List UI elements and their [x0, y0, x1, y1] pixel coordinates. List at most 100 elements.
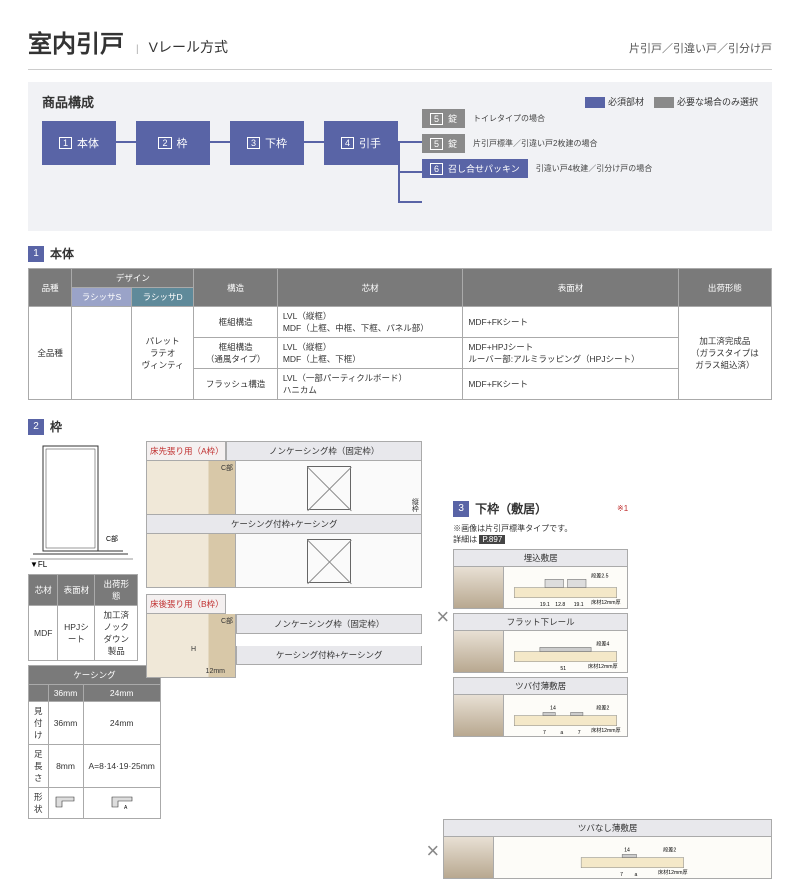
branch-note-2: 片引戸標準／引違い戸2枚建の場合 [473, 138, 597, 149]
rail-photo-3 [454, 695, 504, 736]
th-design: デザイン [72, 269, 194, 288]
frame-cross-a1: 縦枠 [236, 461, 422, 515]
svg-text:7: 7 [543, 730, 546, 736]
page-subtitle: Vレール方式 [149, 37, 228, 57]
composition-panel: 商品構成 必須部材 必要な場合のみ選択 1本体 2枠 3下枠 4引手 5錠トイレ… [28, 82, 772, 231]
frame-panel-grid: 床先張り用（A枠） ノンケーシング枠（固定枠） C部 縦枠 ケーシング付枠+ケー… [146, 441, 422, 823]
rail-note: ※画像は片引戸標準タイプです。詳細は P.897 [453, 523, 628, 545]
flow-branch-2: 5錠 [422, 134, 465, 153]
rail-diagram-2: 段差4 51 床材12mm厚 [504, 631, 627, 672]
page-title: 室内引戸 [28, 24, 124, 59]
svg-text:床材12mm厚: 床材12mm厚 [591, 727, 621, 734]
multiply-icon-2: × [426, 838, 439, 864]
th-type: 品種 [29, 269, 72, 307]
svg-text:床材12mm厚: 床材12mm厚 [658, 869, 688, 876]
svg-text:7: 7 [620, 872, 623, 878]
header-right: 片引戸／引違い戸／引分け戸 [629, 40, 772, 56]
svg-text:a: a [635, 872, 638, 878]
svg-text:C部: C部 [106, 534, 118, 543]
flow-step-2: 2枠 [136, 121, 210, 165]
rail-diagram-3: 14段差27a7床材12mm厚 [504, 695, 627, 736]
svg-text:段差2: 段差2 [596, 704, 609, 711]
cell-r2c3: 框組構造 （通風タイプ） [194, 338, 277, 369]
cell-r2c4: LVL（縦框） MDF（上框、下框） [277, 338, 462, 369]
svg-text:段差4: 段差4 [596, 640, 609, 647]
th-sub2: ラシッサD [131, 288, 194, 307]
section-3-header: 3 下枠（敷居） ※1 [453, 500, 628, 517]
legend-optional-label: 必要な場合のみ選択 [677, 97, 758, 107]
flow-connector [210, 141, 230, 143]
rail-diagram-4: 14 段差2 7 a 床材12mm厚 [494, 837, 771, 878]
section-1-num: 1 [28, 246, 44, 262]
svg-text:A: A [124, 805, 128, 811]
cell-r1c4: LVL（縦框） MDF（上框、中框、下框、パネル部） [277, 307, 462, 338]
cell-design-d: パレット ラテオ ヴィンティ [131, 307, 194, 400]
frame-photo-a2 [146, 534, 236, 588]
svg-text:段差2.5: 段差2.5 [591, 572, 608, 579]
flow-branch-3: 6召し合せパッキン [422, 159, 528, 178]
svg-text:床材12mm厚: 床材12mm厚 [588, 663, 618, 670]
frame-material-table: 芯材表面材出荷形態 MDFHPJシート加工済 ノックダウン製品 [28, 574, 138, 661]
frame-photo-b: C部H12mm [146, 614, 236, 678]
cell-r1c3: 框組構造 [194, 307, 277, 338]
rail-photo-2 [454, 631, 504, 672]
composition-title: 商品構成 [42, 92, 94, 111]
door-elevation-diagram: C部 ▼FL [28, 441, 138, 571]
flow-step-1: 1本体 [42, 121, 116, 165]
type-a-label: 床先張り用（A枠） [146, 441, 226, 461]
rail-item-1: 埋込敷居 段差2.519.112.819.1床材12mm厚 [453, 549, 628, 609]
svg-text:14: 14 [550, 705, 556, 711]
th-sub1: ラシッサS [72, 288, 132, 307]
branch-note-1: トイレタイプの場合 [473, 113, 545, 124]
title-divider: | [136, 44, 139, 55]
branch-note-3: 引違い戸4枚建／引分け戸の場合 [536, 163, 652, 174]
svg-text:19.1: 19.1 [540, 602, 550, 608]
flow-diagram: 1本体 2枠 3下枠 4引手 5錠トイレタイプの場合 5錠片引戸標準／引違い戸2… [42, 121, 758, 217]
rail-photo-4 [444, 837, 494, 878]
th-structure: 構造 [194, 269, 277, 307]
svg-text:51: 51 [561, 666, 567, 672]
cell-design-s [72, 307, 132, 400]
th-core: 芯材 [277, 269, 462, 307]
legend-required-label: 必須部材 [608, 97, 644, 107]
legend-required-swatch [585, 97, 605, 108]
cell-all: 全品種 [29, 307, 72, 400]
noncasing-label: ノンケーシング枠（固定枠） [226, 441, 422, 461]
page-header: 室内引戸 | Vレール方式 片引戸／引違い戸／引分け戸 [28, 24, 772, 70]
cell-r3c4: LVL（一部パーティクルボード） ハニカム [277, 369, 462, 400]
flow-branch-1: 5錠 [422, 109, 465, 128]
cell-r3c3: フラッシュ構造 [194, 369, 277, 400]
svg-text:14: 14 [624, 847, 630, 853]
rail-item-4: ツバなし薄敷居 14段差27a床材12mm厚 [443, 819, 772, 879]
cell-r1c5: MDF+FKシート [463, 307, 678, 338]
casing-table: ケーシング 36mm24mm 見付け36mm24mm 足長さ8mmA=8·14·… [28, 665, 161, 819]
rail-item-3: ツバ付薄敷居 14段差27a7床材12mm厚 [453, 677, 628, 737]
th-ship: 出荷形態 [678, 269, 771, 307]
frame-cross-a2 [236, 534, 422, 588]
legend-optional-swatch [654, 97, 674, 108]
cell-r2c5: MDF+HPJシート ルーバー部:アルミラッピング（HPJシート） [463, 338, 678, 369]
svg-text:12.8: 12.8 [555, 602, 565, 608]
type-b-label: 床後張り用（B枠） [146, 594, 226, 614]
svg-text:19.1: 19.1 [574, 602, 584, 608]
multiply-icon: × [436, 604, 449, 630]
branch-connector [398, 141, 422, 217]
svg-text:段差2: 段差2 [663, 846, 676, 853]
cell-r3c5: MDF+FKシート [463, 369, 678, 400]
th-surface: 表面材 [463, 269, 678, 307]
section-1-title: 本体 [50, 245, 74, 262]
body-spec-table: 品種 デザイン 構造 芯材 表面材 出荷形態 ラシッサS ラシッサD 全品種 パ… [28, 268, 772, 400]
flow-step-4: 4引手 [324, 121, 398, 165]
section-2-col: 2 枠 C部 ▼FL 芯材表面材出荷形態 MDFHPJシート加工済 ノックダウン [28, 410, 422, 823]
flow-connector [116, 141, 136, 143]
door-diagram-col: C部 ▼FL 芯材表面材出荷形態 MDFHPJシート加工済 ノックダウン製品 ケ… [28, 441, 138, 823]
flow-connector [304, 141, 324, 143]
rail-diagram-1: 段差2.5 19.1 12.8 19.1 床材12mm厚 [504, 567, 627, 608]
svg-text:床材12mm厚: 床材12mm厚 [591, 599, 621, 606]
rail-photo-1 [454, 567, 504, 608]
section-2-header: 2 枠 [28, 418, 422, 435]
casing-plus-label: ケーシング付枠+ケーシング [146, 515, 422, 534]
svg-text:▼FL: ▼FL [30, 560, 48, 569]
flow-step-3: 3下枠 [230, 121, 304, 165]
rail-item-2: フラット下レール 段差451床材12mm厚 [453, 613, 628, 673]
